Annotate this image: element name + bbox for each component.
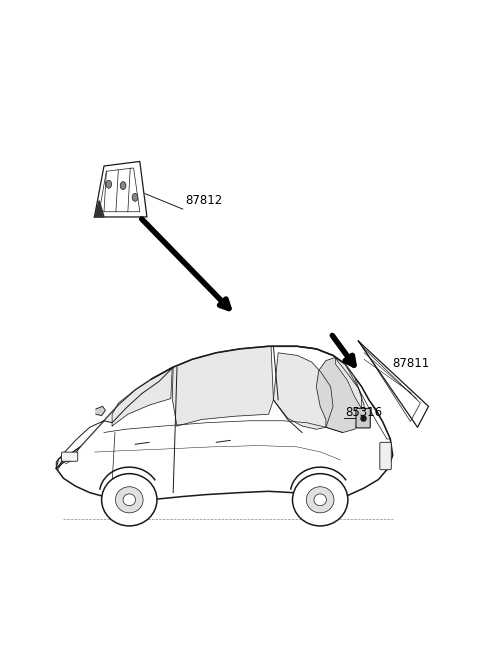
Polygon shape: [316, 358, 362, 432]
Ellipse shape: [102, 474, 157, 526]
Polygon shape: [56, 346, 393, 506]
Polygon shape: [112, 367, 172, 426]
Ellipse shape: [292, 474, 348, 526]
Ellipse shape: [116, 487, 143, 513]
Polygon shape: [96, 406, 106, 415]
Circle shape: [132, 194, 138, 201]
Polygon shape: [172, 346, 274, 426]
Circle shape: [120, 182, 126, 190]
Ellipse shape: [314, 494, 326, 506]
Polygon shape: [104, 367, 173, 422]
FancyBboxPatch shape: [356, 408, 370, 428]
Polygon shape: [336, 358, 364, 413]
Polygon shape: [95, 161, 147, 217]
Text: 85316: 85316: [345, 407, 382, 419]
Polygon shape: [95, 201, 104, 217]
FancyBboxPatch shape: [61, 452, 78, 461]
Text: 87811: 87811: [393, 358, 430, 371]
Polygon shape: [359, 341, 429, 427]
Ellipse shape: [306, 487, 334, 513]
FancyBboxPatch shape: [380, 442, 391, 470]
Polygon shape: [56, 447, 80, 468]
Ellipse shape: [123, 494, 135, 506]
Circle shape: [106, 180, 112, 188]
Text: 87812: 87812: [185, 194, 222, 207]
Polygon shape: [56, 420, 104, 468]
Polygon shape: [274, 353, 333, 429]
